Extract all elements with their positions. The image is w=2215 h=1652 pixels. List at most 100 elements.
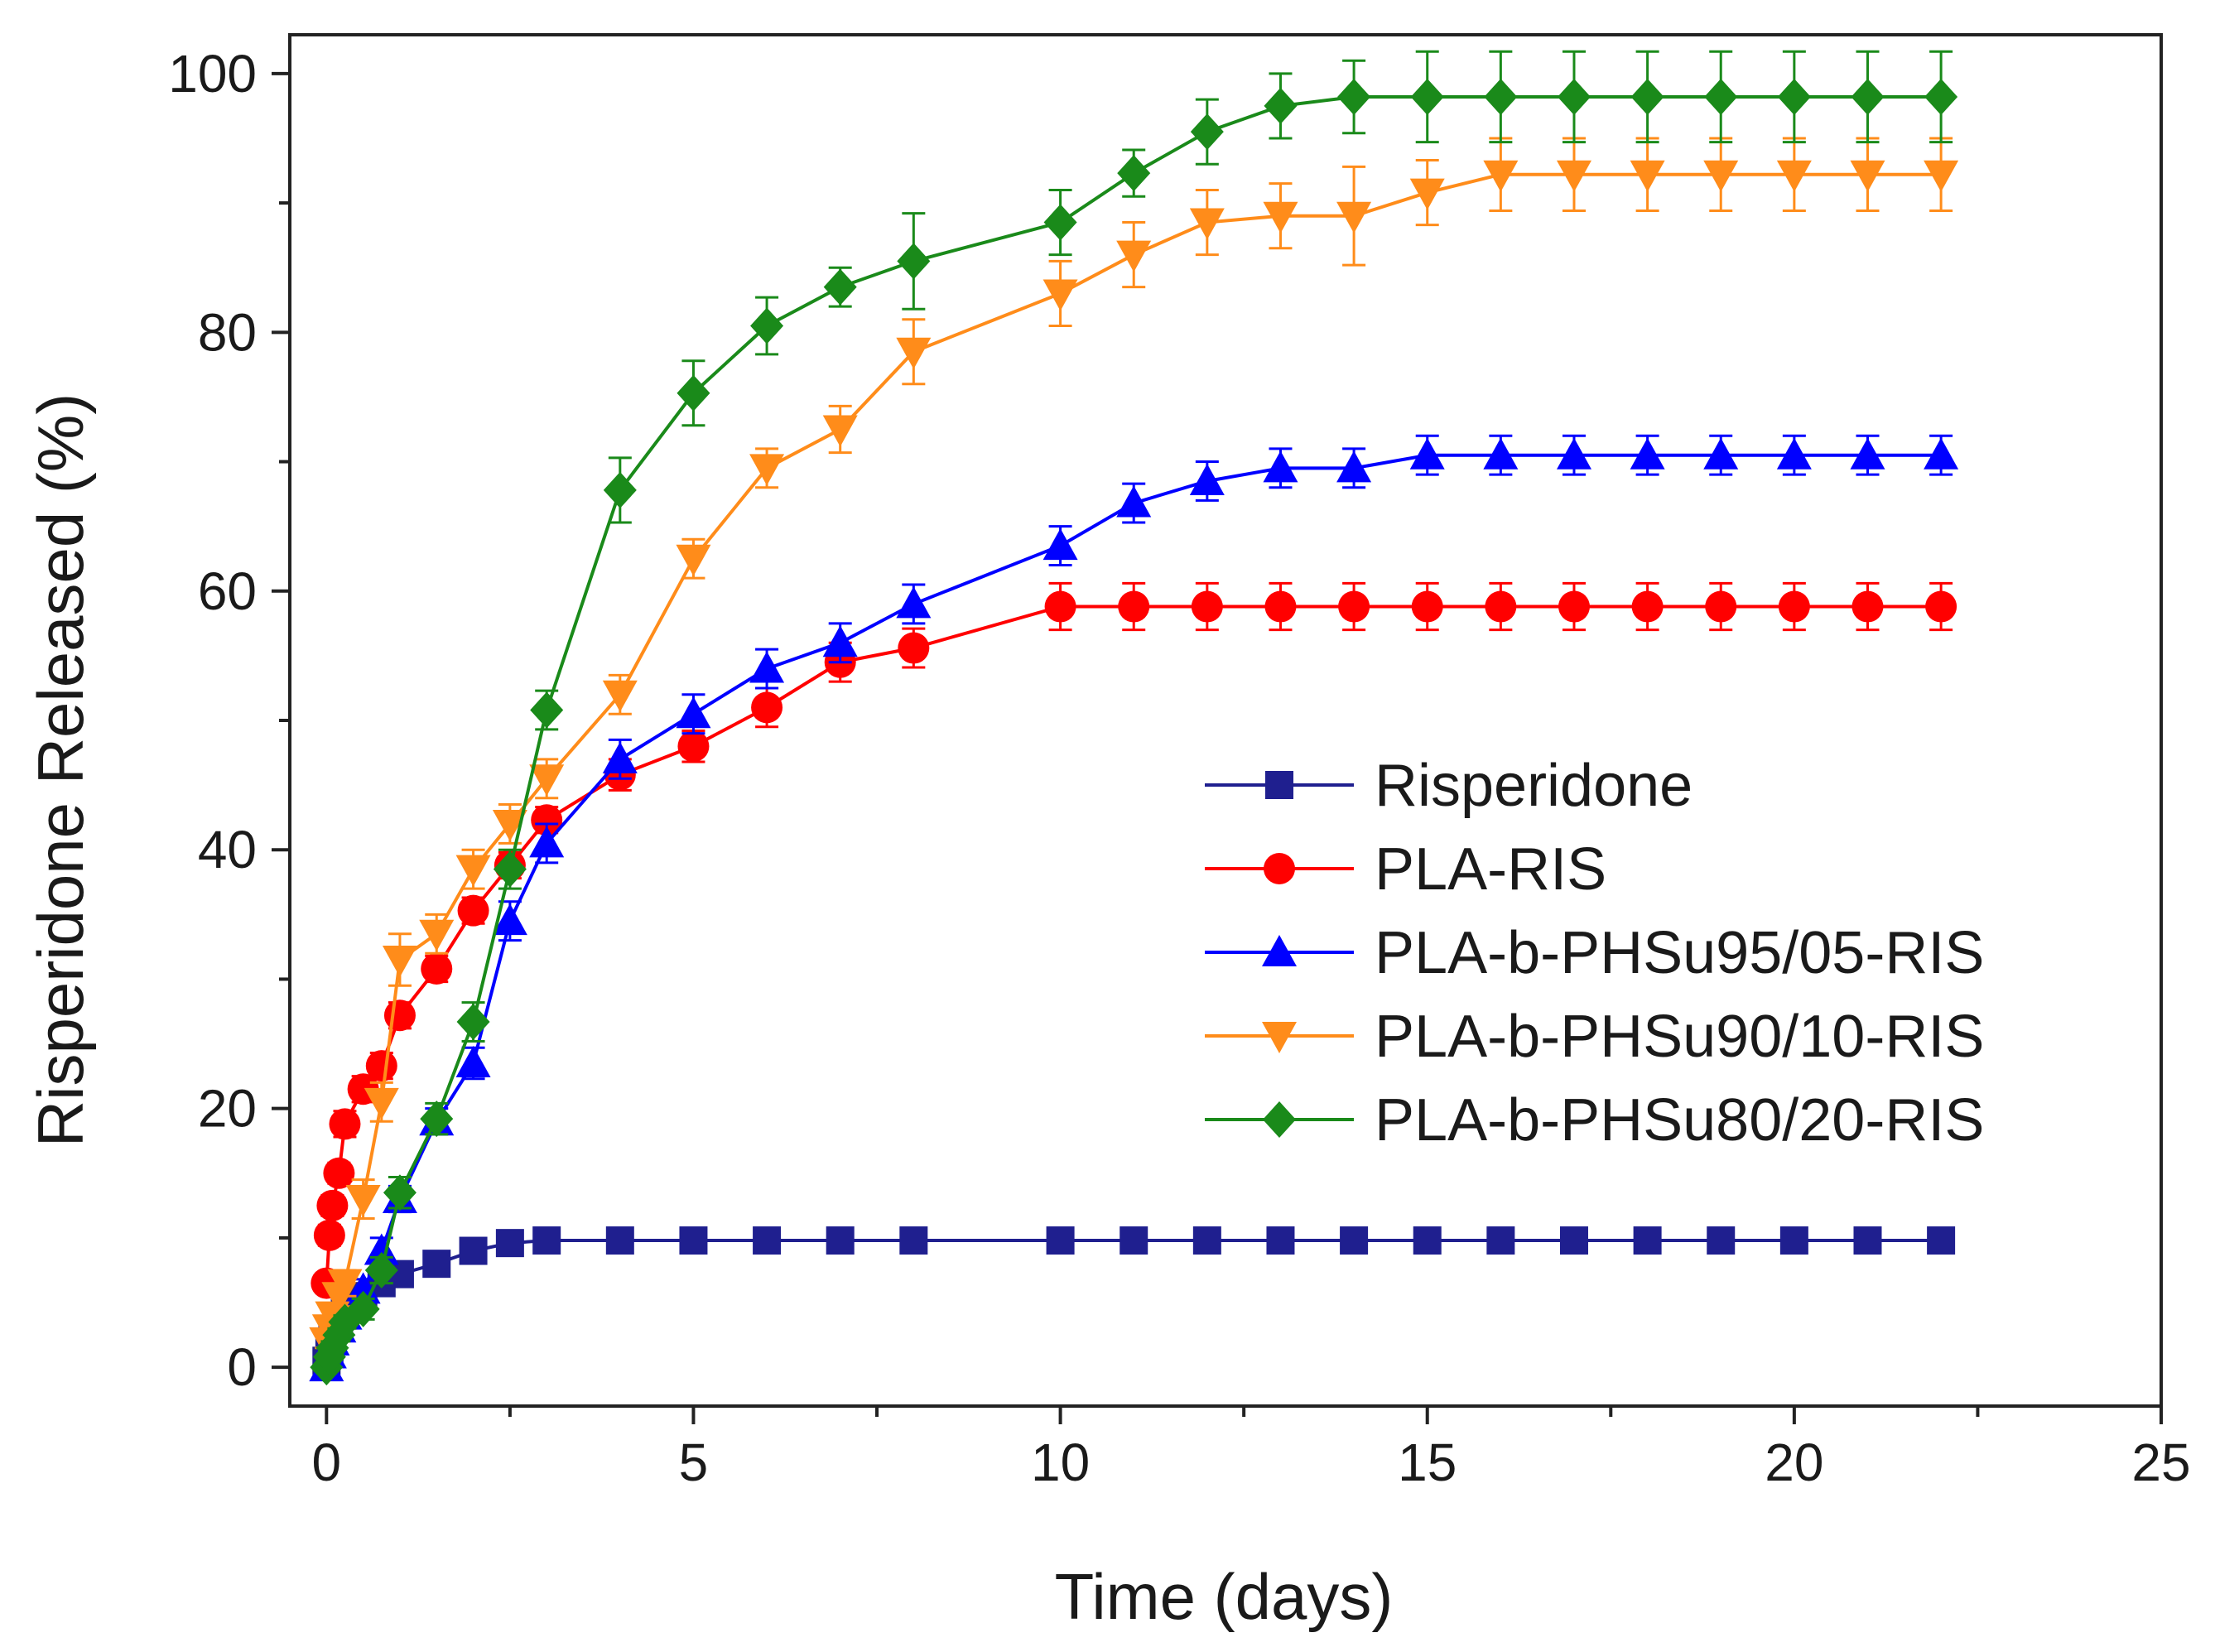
data-point	[1631, 590, 1664, 623]
data-point	[1556, 437, 1591, 470]
data-point	[749, 454, 785, 486]
legend-label: PLA-b-PHSu95/05-RIS	[1375, 920, 1984, 986]
data-point	[676, 544, 711, 576]
series-line	[325, 172, 1942, 1342]
data-point	[1189, 463, 1225, 495]
data-point	[529, 764, 565, 797]
data-point	[1707, 1226, 1736, 1255]
data-point	[365, 1050, 397, 1082]
data-point	[1046, 1226, 1075, 1255]
data-point	[1630, 437, 1665, 470]
data-point	[421, 952, 453, 985]
data-point	[1777, 78, 1811, 115]
x-tick-label: 0	[312, 1433, 342, 1492]
x-tick-label: 15	[1398, 1433, 1457, 1492]
x-tick-label: 25	[2131, 1433, 2190, 1492]
data-point	[1336, 450, 1372, 483]
legend-item: PLA-b-PHSu95/05-RIS	[1205, 920, 1984, 986]
y-tick-label: 0	[227, 1337, 257, 1397]
data-point	[1411, 590, 1443, 623]
data-point	[313, 1219, 345, 1251]
data-point	[822, 625, 858, 657]
data-point	[1924, 78, 1958, 115]
data-point	[677, 374, 710, 412]
data-point	[1410, 78, 1444, 115]
data-point	[1924, 160, 1959, 192]
legend-marker	[1263, 1101, 1296, 1138]
data-point	[455, 1046, 491, 1077]
data-point	[1042, 279, 1078, 311]
legend: Risperidone PLA-RIS PLA-b-PHSu95/05-RIS PLA…	[1205, 753, 1984, 1154]
data-point	[602, 680, 638, 712]
data-point	[1924, 437, 1959, 470]
data-point	[1120, 1226, 1148, 1255]
legend-item: PLA-b-PHSu80/20-RIS	[1205, 1087, 1984, 1154]
data-point	[419, 919, 455, 951]
data-point	[1336, 201, 1372, 234]
data-point	[455, 855, 491, 887]
data-point	[345, 1185, 381, 1217]
data-point	[323, 1157, 355, 1189]
data-point	[605, 1226, 634, 1255]
y-tick-label: 80	[198, 302, 257, 362]
data-point	[492, 903, 527, 936]
data-point	[1116, 485, 1152, 518]
data-point	[603, 471, 637, 508]
data-point	[532, 1226, 561, 1255]
data-point	[1044, 590, 1076, 623]
legend-marker	[1265, 771, 1293, 799]
data-point	[1264, 87, 1298, 124]
data-point	[1264, 590, 1297, 623]
data-point	[1340, 1226, 1369, 1255]
series-1	[311, 581, 1957, 1299]
legend-label: PLA-b-PHSu90/10-RIS	[1375, 1004, 1984, 1070]
data-point	[1043, 204, 1077, 241]
x-tick-label: 5	[679, 1433, 709, 1492]
data-point	[457, 894, 489, 927]
data-point	[1776, 160, 1812, 192]
data-point	[492, 809, 527, 841]
data-point	[530, 691, 564, 729]
data-point	[456, 1004, 490, 1041]
data-point	[364, 1087, 399, 1120]
y-tick-label: 20	[198, 1079, 257, 1139]
legend-label: PLA-b-PHSu80/20-RIS	[1375, 1087, 1984, 1154]
data-point	[316, 1189, 349, 1221]
data-point	[1705, 590, 1737, 623]
data-point	[1557, 78, 1591, 115]
data-point	[1266, 1226, 1295, 1255]
plot-layer: 0 5 10 15 20 25 0 20 40 60 80 100 Risperidone PLA-RIS…	[168, 33, 2191, 1492]
legend-marker	[1262, 1022, 1297, 1053]
data-point	[364, 1251, 398, 1288]
y-tick-label: 100	[168, 44, 257, 104]
data-point	[1409, 437, 1445, 470]
data-point	[1192, 1226, 1221, 1255]
data-point	[1118, 590, 1150, 623]
data-point	[1633, 1226, 1662, 1255]
y-axis-title: Risperidone Released (%)	[24, 393, 97, 1147]
data-point	[382, 946, 417, 978]
legend-marker	[1264, 853, 1295, 884]
legend-item: Risperidone	[1205, 753, 1693, 819]
data-point	[750, 307, 784, 344]
data-point	[677, 730, 710, 763]
data-point	[1851, 78, 1885, 115]
data-point	[1116, 240, 1152, 272]
data-point	[1483, 437, 1519, 470]
data-point	[896, 586, 932, 619]
data-point	[1191, 590, 1223, 623]
data-point	[1337, 78, 1371, 115]
data-point	[1853, 1226, 1882, 1255]
legend-label: Risperidone	[1375, 753, 1693, 819]
data-point	[749, 651, 785, 683]
y-tick-label: 40	[198, 820, 257, 879]
data-point	[1703, 160, 1739, 192]
data-point	[1338, 590, 1370, 623]
data-point	[493, 850, 527, 888]
data-point	[1263, 450, 1298, 483]
data-point	[751, 691, 783, 724]
data-point	[602, 741, 638, 773]
data-point	[826, 1226, 855, 1255]
